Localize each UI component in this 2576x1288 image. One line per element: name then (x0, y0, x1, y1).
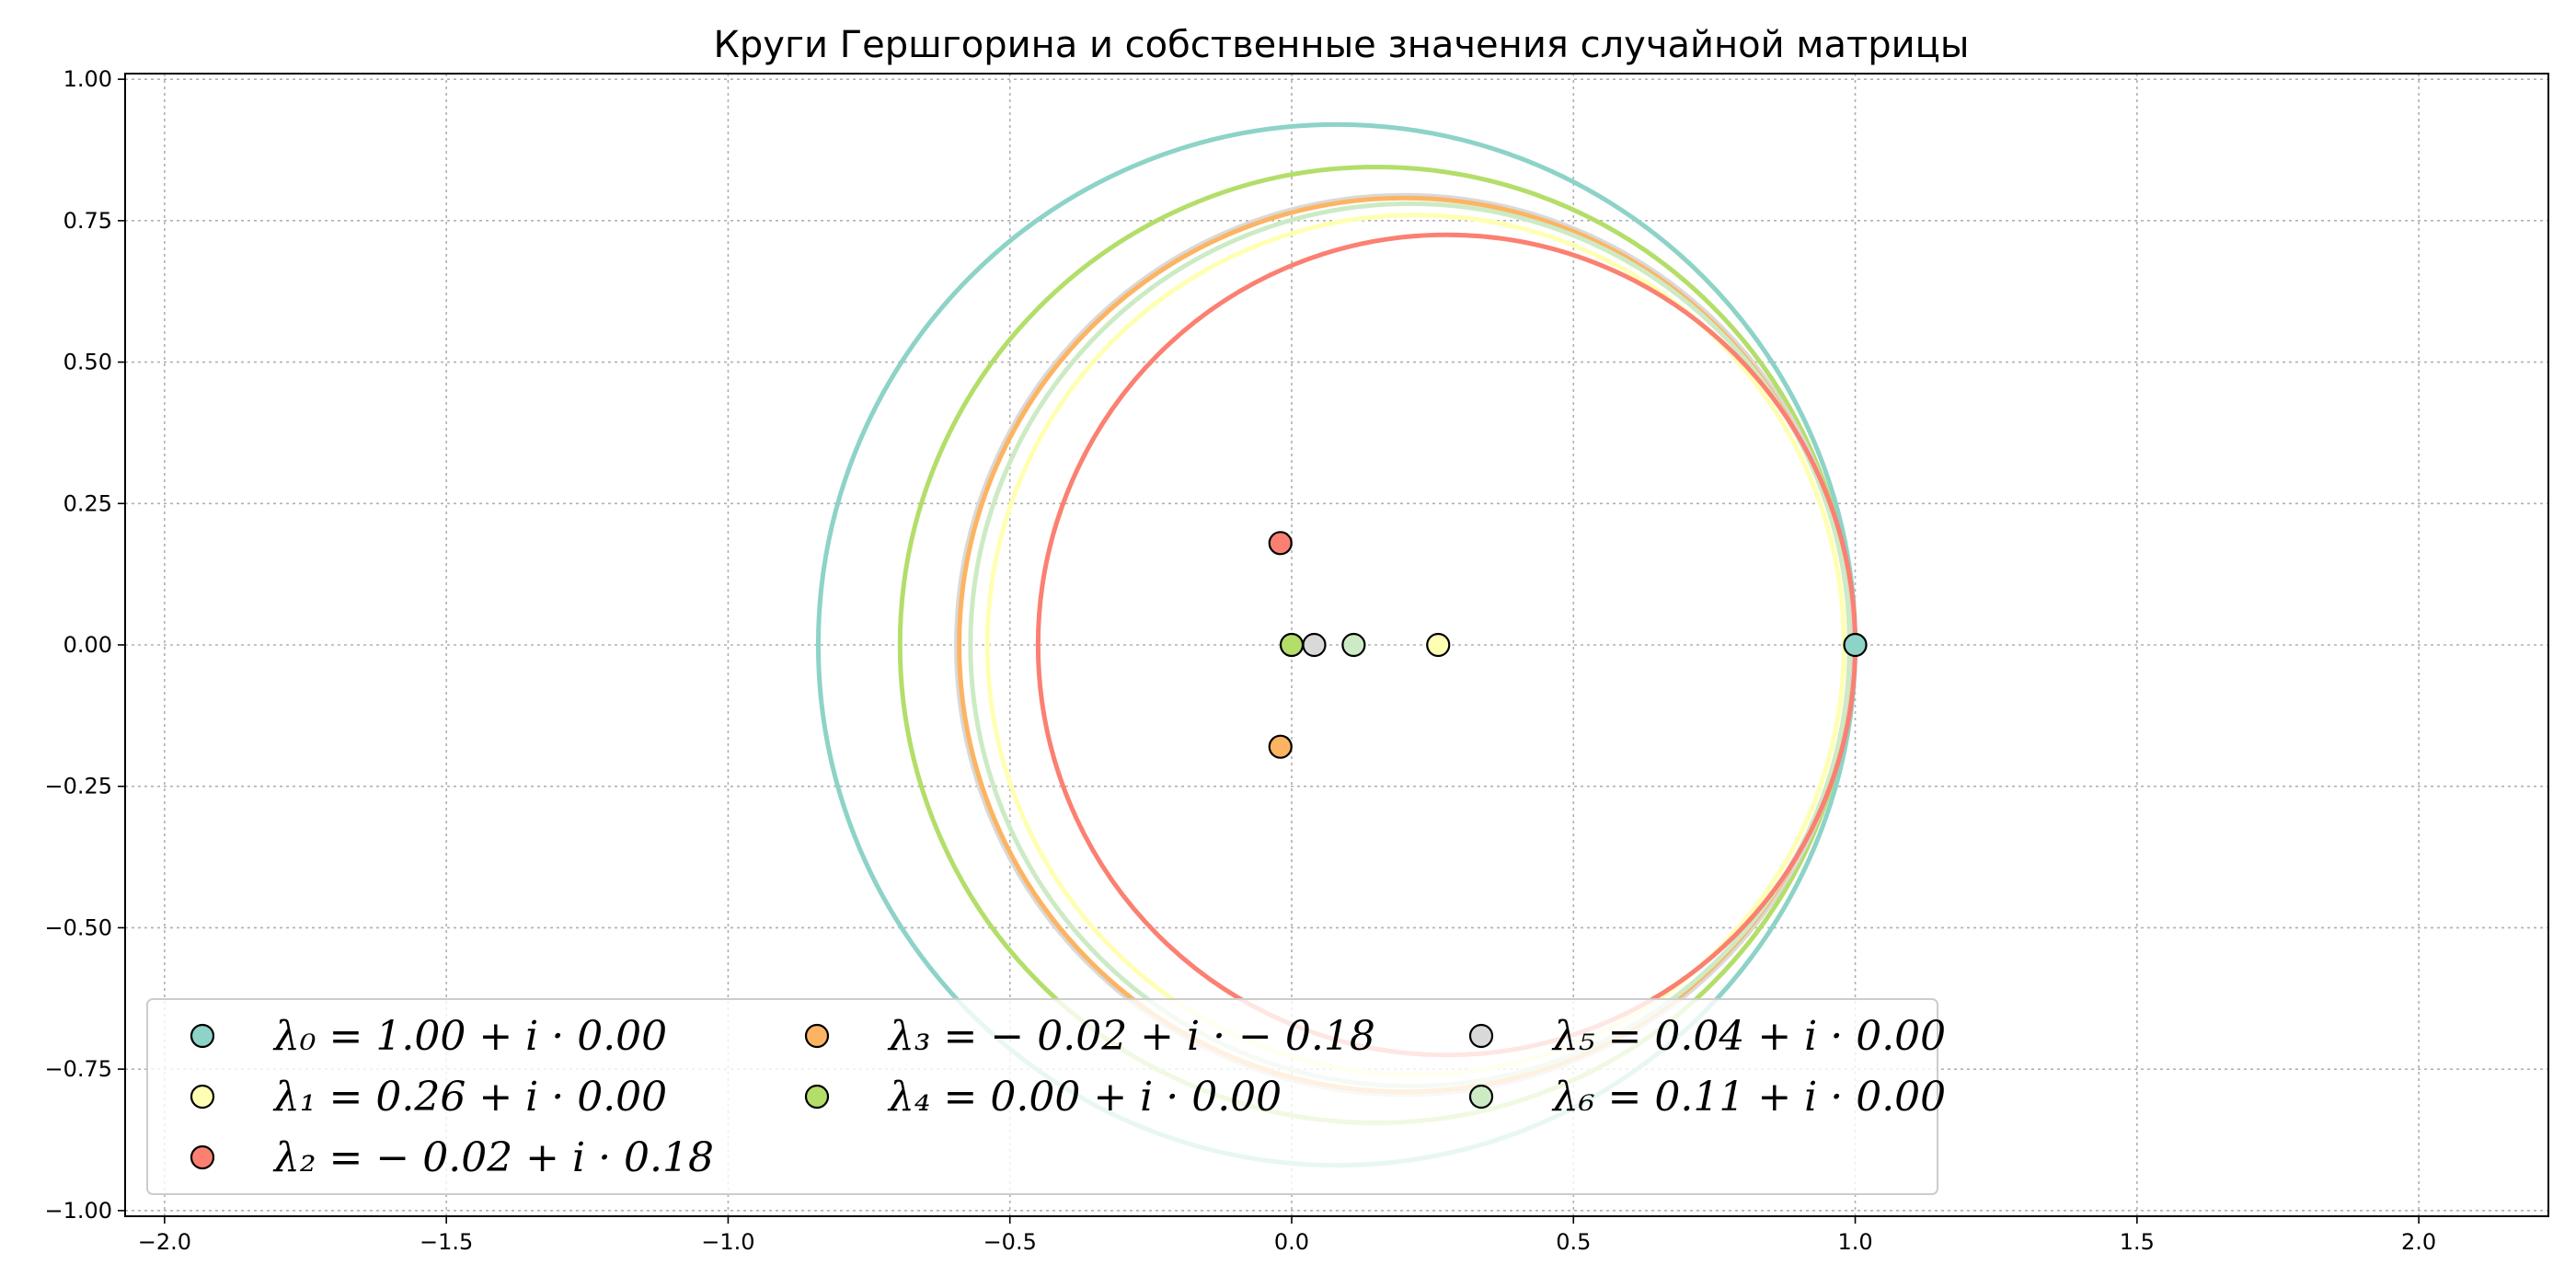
legend-marker (190, 1084, 215, 1110)
y-tick-label: −0.25 (44, 774, 112, 799)
eigenvalue-point (1279, 632, 1305, 658)
legend-label: λ₁ = 0.26 + i · 0.00 (272, 1074, 667, 1121)
chart-title: Круги Гершгорина и собственные значения … (714, 24, 1970, 66)
eigenvalue-point (1843, 632, 1868, 658)
y-tick-label: 0.50 (63, 350, 112, 375)
y-tick-label: 0.25 (63, 490, 112, 516)
x-tick-label: 0.0 (1274, 1229, 1309, 1255)
eigenvalue-point (1341, 632, 1366, 658)
x-tick-label: −0.5 (983, 1229, 1037, 1255)
legend: λ₀ = 1.00 + i · 0.00 λ₁ = 0.26 + i · 0.00… (146, 998, 1946, 1195)
legend-label: λ₂ = − 0.02 + i · 0.18 (272, 1134, 714, 1181)
eigenvalue-point (1302, 632, 1327, 658)
eigenvalue-point (1268, 531, 1293, 556)
y-tick-label: −0.75 (44, 1056, 112, 1082)
legend-label: λ₄ = 0.00 + i · 0.00 (887, 1074, 1282, 1121)
y-tick-label: −1.00 (44, 1198, 112, 1224)
legend-label: λ₆ = 0.11 + i · 0.00 (1551, 1074, 1946, 1121)
legend-marker (1468, 1084, 1494, 1110)
x-tick-label: 2.0 (2401, 1229, 2436, 1255)
y-tick-label: −0.50 (44, 914, 112, 940)
legend-marker (804, 1023, 830, 1049)
x-tick-label: −2.0 (138, 1229, 191, 1255)
legend-marker (804, 1084, 830, 1110)
legend-label: λ₅ = 0.04 + i · 0.00 (1551, 1013, 1946, 1060)
eigenvalue-point (1426, 632, 1451, 658)
legend-marker (190, 1023, 215, 1049)
legend-box (146, 998, 1938, 1195)
x-tick-label: −1.0 (701, 1229, 754, 1255)
axis-ticks: −2.0 −1.5 −1.0 −0.5 0.0 0.5 1.0 1.5 2.0 1.00 0.75 0… (44, 66, 2436, 1255)
legend-marker (190, 1144, 215, 1170)
x-tick-label: −1.5 (420, 1229, 473, 1255)
y-tick-label: 1.00 (63, 66, 112, 92)
eigenvalue-points (1268, 531, 1868, 759)
y-tick-label: 0.00 (63, 632, 112, 658)
x-tick-label: 0.5 (1556, 1229, 1591, 1255)
y-tick-label: 0.75 (63, 208, 112, 234)
eigenvalue-point (1268, 734, 1293, 759)
x-tick-label: 1.5 (2120, 1229, 2155, 1255)
x-tick-label: 1.0 (1837, 1229, 1872, 1255)
legend-marker (1468, 1023, 1494, 1049)
legend-label: λ₀ = 1.00 + i · 0.00 (272, 1013, 667, 1060)
legend-label: λ₃ = − 0.02 + i · − 0.18 (887, 1013, 1375, 1060)
